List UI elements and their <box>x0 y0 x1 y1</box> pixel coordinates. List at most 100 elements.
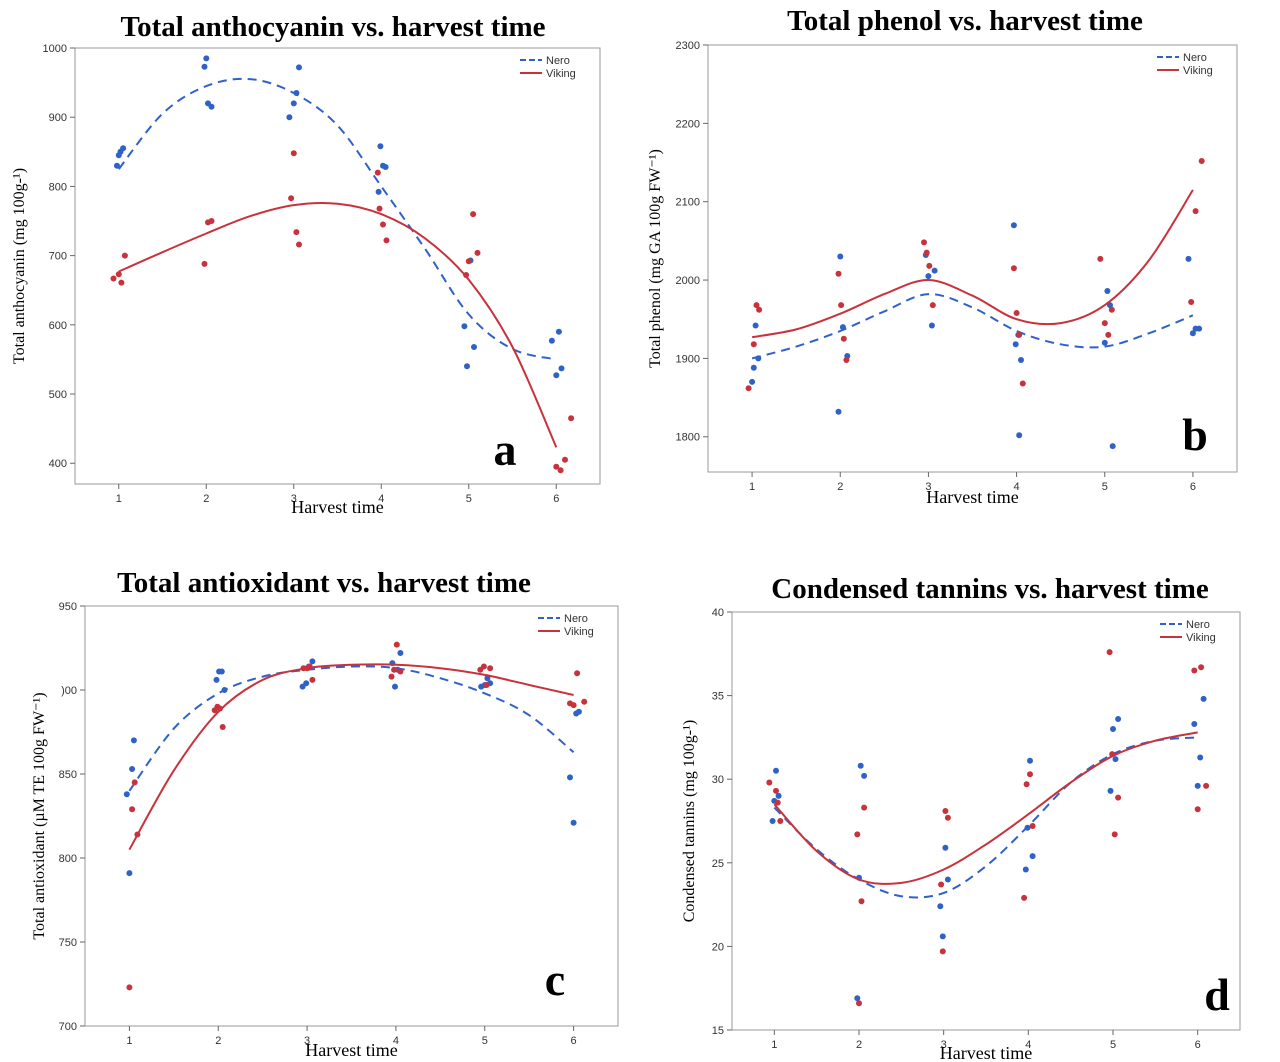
data-point-nero <box>129 766 136 772</box>
data-point-nero <box>1027 757 1033 764</box>
data-point-viking <box>219 724 226 730</box>
data-point-nero <box>1016 432 1023 439</box>
x-tick-label: 5 <box>1102 481 1108 493</box>
data-point-viking <box>487 665 494 672</box>
data-point-nero <box>1104 288 1111 294</box>
y-tick-label: 30 <box>712 774 724 786</box>
x-axis-label: Harvest time <box>291 497 383 517</box>
data-point-nero <box>775 792 782 799</box>
data-point-nero <box>861 772 868 779</box>
legend-label-viking: Viking <box>1186 632 1216 644</box>
data-point-viking <box>926 262 933 269</box>
y-tick-label: 400 <box>49 458 67 470</box>
series-nero <box>123 650 582 877</box>
y-tick-label: 750 <box>59 937 77 949</box>
x-tick-label: 2 <box>215 1035 221 1047</box>
data-point-nero <box>773 767 779 774</box>
data-point-viking <box>777 818 784 824</box>
data-point-viking <box>129 806 136 813</box>
data-point-viking <box>134 831 141 838</box>
data-point-nero <box>750 364 757 371</box>
x-tick-label: 4 <box>393 1035 399 1047</box>
data-point-viking <box>391 666 398 673</box>
data-point-viking <box>110 275 117 282</box>
chart-title: Total phenol vs. harvest time <box>787 5 1143 37</box>
data-point-viking <box>1109 751 1116 758</box>
data-point-viking <box>380 221 386 228</box>
data-point-viking <box>1188 299 1195 305</box>
panel-a: Total anthocyanin vs. harvest time 1 2 3 4 5 6… <box>11 11 601 517</box>
y-tick-label: )00 <box>61 685 77 697</box>
plot-frame <box>74 47 601 485</box>
data-point-viking <box>121 252 128 259</box>
fit-line-viking <box>128 663 574 851</box>
data-point-viking <box>766 779 773 786</box>
series-viking <box>126 641 588 991</box>
data-point-viking <box>201 260 208 267</box>
data-point-viking <box>306 663 313 670</box>
data-point-viking <box>929 302 936 309</box>
x-tick-label: 3 <box>941 1039 947 1051</box>
data-point-nero <box>1197 754 1204 761</box>
data-point-nero <box>377 143 384 150</box>
data-point-nero <box>120 145 127 152</box>
data-point-viking <box>115 271 122 278</box>
fit-line-nero <box>751 293 1194 360</box>
y-tick-label: 2200 <box>676 118 700 130</box>
data-point-viking <box>574 670 581 677</box>
y-tick-label: 2100 <box>676 197 700 209</box>
data-point-viking <box>1101 320 1108 327</box>
data-point-nero <box>1185 255 1192 262</box>
data-point-nero <box>471 344 477 350</box>
data-point-nero <box>203 55 210 62</box>
chart-title: Total anthocyanin vs. harvest time <box>120 11 545 43</box>
data-point-viking <box>1019 380 1026 387</box>
data-point-nero <box>854 995 861 1002</box>
x-tick-label: 4 <box>1014 481 1020 493</box>
panel-letter: c <box>545 954 565 1005</box>
data-point-viking <box>1105 331 1112 338</box>
data-point-viking <box>465 258 472 265</box>
data-point-viking <box>942 808 949 814</box>
chart-title: Total antioxidant vs. harvest time <box>117 567 531 599</box>
data-point-nero <box>464 363 470 370</box>
y-tick-label: 20 <box>712 941 724 953</box>
y-axis-label: Total antioxidant (µM TE 100g FW⁻¹) <box>31 692 48 939</box>
data-point-nero <box>1018 357 1024 363</box>
data-point-viking <box>861 804 868 811</box>
data-point-nero <box>1029 853 1036 860</box>
x-axis-label: Harvest time <box>940 1043 1032 1062</box>
legend-label-nero: Nero <box>1183 52 1207 64</box>
data-point-viking <box>843 357 850 363</box>
y-tick-label: 2300 <box>676 40 700 52</box>
y-tick-label: 950 <box>59 601 77 613</box>
data-point-nero <box>126 870 133 877</box>
data-point-nero <box>558 365 565 372</box>
data-point-nero <box>769 818 776 824</box>
data-point-nero <box>575 708 582 715</box>
data-point-nero <box>839 324 846 331</box>
data-point-viking <box>1198 664 1205 671</box>
data-point-nero <box>114 162 120 169</box>
x-tick-label: 4 <box>1025 1039 1031 1051</box>
data-point-nero <box>208 103 215 110</box>
data-point-viking <box>118 279 125 286</box>
data-point-viking <box>756 306 763 313</box>
data-point-viking <box>388 673 395 680</box>
data-point-viking <box>393 641 400 648</box>
data-point-nero <box>548 337 555 344</box>
data-point-nero <box>1115 716 1122 722</box>
x-tick-label: 1 <box>116 493 122 505</box>
data-point-nero <box>1107 787 1114 794</box>
data-point-viking <box>1016 331 1023 338</box>
x-tick-label: 1 <box>749 481 755 493</box>
data-point-nero <box>749 378 756 385</box>
chart-title: Condensed tannins vs. harvest time <box>771 573 1209 605</box>
data-point-nero <box>309 658 316 665</box>
data-point-viking <box>774 799 781 806</box>
x-tick-label: 2 <box>837 481 843 493</box>
data-point-viking <box>858 898 865 905</box>
data-point-viking <box>474 249 481 256</box>
data-point-viking <box>944 814 951 821</box>
